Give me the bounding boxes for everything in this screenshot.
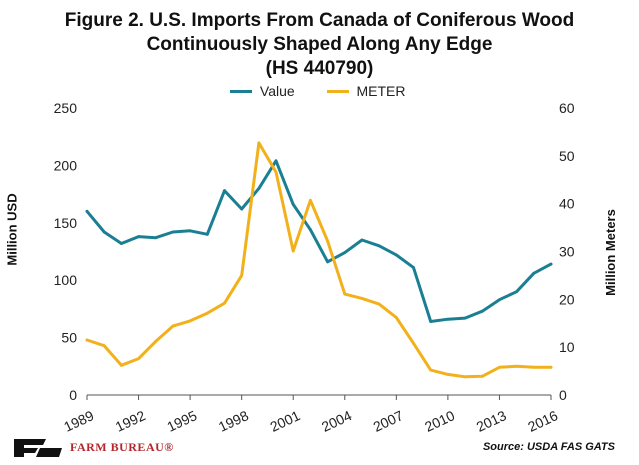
data-point-value (137, 235, 140, 238)
data-point-value (240, 207, 244, 211)
data-point-meter (377, 302, 381, 306)
y-left-tick-label: 250 (54, 100, 78, 116)
data-point-meter (291, 249, 295, 253)
y-right-tick-label: 60 (559, 100, 575, 116)
data-point-value (154, 236, 158, 240)
data-point-value (429, 320, 433, 323)
x-tick-label: 2001 (267, 407, 302, 435)
data-point-value (188, 229, 192, 233)
y-axis-left-label: Million USD (4, 193, 20, 266)
x-tick-label: 2013 (474, 407, 509, 435)
chart-legend: Value METER (230, 82, 405, 99)
data-point-meter (188, 319, 192, 323)
data-point-value (446, 317, 450, 321)
x-tick-label: 1989 (61, 407, 96, 435)
data-point-meter (223, 301, 226, 305)
data-point-value (257, 186, 261, 190)
x-tick-label: 1995 (164, 407, 199, 435)
data-point-value (205, 232, 209, 236)
data-point-meter (274, 170, 278, 174)
source-note: Source: USDA FAS GATS (482, 441, 615, 453)
x-tick-label: 1992 (113, 407, 148, 435)
x-tick-label: 2004 (319, 407, 354, 435)
data-point-value (480, 309, 484, 313)
data-point-meter (498, 365, 501, 369)
y-right-tick-label: 40 (559, 196, 575, 212)
data-point-value (532, 271, 536, 275)
series-line-meter (85, 141, 553, 379)
chart-title-line-3: (HS 440790) (265, 58, 374, 79)
data-point-value (412, 266, 415, 269)
y-left-tick-label: 150 (54, 215, 78, 231)
y-left-tick-label: 0 (69, 387, 77, 403)
y-right-tick-label: 30 (559, 244, 575, 260)
y-right-tick-label: 20 (559, 291, 575, 307)
data-point-value (291, 203, 295, 206)
data-point-value (463, 316, 467, 320)
chart-title-line-1: Figure 2. U.S. Imports From Canada of Co… (64, 10, 575, 31)
data-point-meter (205, 311, 209, 315)
data-point-meter (360, 296, 364, 300)
data-point-meter (480, 374, 484, 378)
y-left-tick-label: 100 (54, 272, 78, 288)
data-point-value (377, 244, 381, 248)
farm-bureau-logo-text: FARM BUREAU® (70, 440, 174, 454)
data-point-value (343, 251, 347, 255)
legend-swatch-meter (326, 89, 349, 93)
y-right-tick-label: 50 (559, 148, 575, 164)
data-point-meter (515, 364, 519, 368)
data-point-value (498, 298, 501, 302)
data-point-meter (446, 373, 450, 376)
data-point-meter (532, 365, 536, 369)
data-point-meter (326, 239, 329, 243)
data-point-meter (102, 344, 106, 348)
data-point-value (274, 159, 278, 163)
data-point-meter (137, 357, 140, 361)
data-point-value (360, 238, 364, 242)
data-point-value (309, 228, 312, 232)
legend-label-meter: METER (356, 83, 406, 100)
y-right-tick-label: 0 (559, 387, 567, 403)
data-point-meter (240, 274, 244, 277)
data-point-meter (394, 316, 398, 319)
y-left-tick-label: 200 (54, 157, 78, 173)
x-tick-label: 2007 (371, 407, 406, 435)
data-point-meter (154, 340, 158, 343)
data-point-value (515, 290, 519, 294)
x-tick-label: 2016 (525, 407, 560, 435)
data-point-meter (85, 338, 89, 342)
data-point-value (85, 209, 89, 213)
chart-title-line-2: Continuously Shaped Along Any Edge (146, 34, 493, 55)
data-point-meter (429, 368, 433, 372)
data-point-meter (412, 341, 415, 345)
data-point-value (326, 260, 329, 264)
data-point-meter (549, 365, 553, 369)
data-point-value (171, 230, 175, 234)
data-point-value (102, 230, 106, 234)
y-left-tick-label: 50 (61, 330, 77, 346)
data-point-meter (257, 141, 261, 145)
data-point-meter (171, 324, 175, 328)
data-point-meter (343, 292, 347, 296)
farm-bureau-logo-icon (14, 439, 62, 457)
data-point-value (119, 242, 123, 245)
x-tick-label: 1998 (216, 407, 251, 435)
legend-swatch-value (230, 89, 252, 93)
y-axis-right-label: Million Meters (602, 209, 618, 296)
data-point-value (394, 253, 398, 257)
data-point-meter (463, 375, 467, 379)
data-point-value (549, 262, 553, 266)
series-line-value (85, 159, 553, 323)
legend-label-value: Value (259, 83, 295, 100)
data-point-value (223, 189, 226, 193)
y-right-tick-label: 10 (559, 339, 575, 355)
x-tick-label: 2010 (422, 407, 457, 435)
data-point-meter (309, 198, 312, 202)
data-point-meter (119, 363, 123, 367)
